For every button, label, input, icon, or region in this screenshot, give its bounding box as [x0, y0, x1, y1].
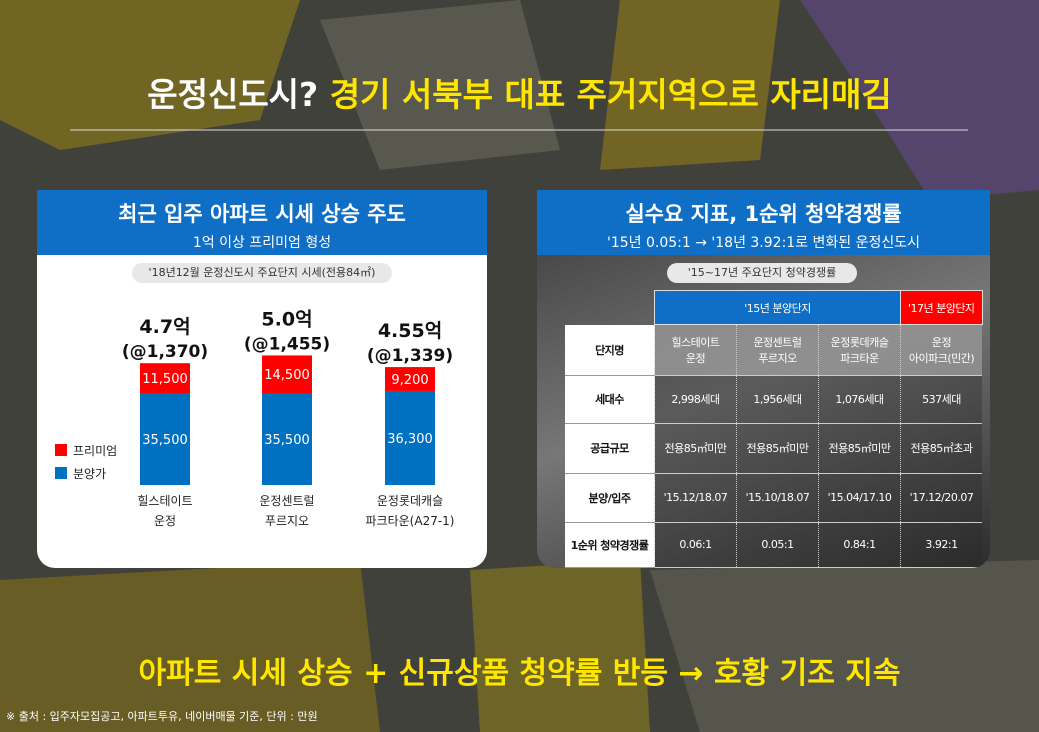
left-subtitle: 1억 이상 프리미엄 형성	[192, 235, 332, 251]
right-panel: 실수요 지표, 1순위 청약경쟁률 '15년 0.05:1 → '18년 3.9…	[537, 190, 990, 568]
table-row: 분양/입주 '15.12/18.07'15.10/18.07'15.04/17.1…	[565, 473, 982, 523]
annotation: (@1,455)	[244, 334, 330, 354]
annotation: 5.0억	[261, 308, 312, 330]
table-cell: '15.10/18.07	[736, 473, 819, 523]
title-rest: 경기 서북부 대표 주거지역으로 자리매김	[329, 75, 892, 114]
category-line: 힐스테이트	[137, 494, 192, 508]
table-cell: 2,998세대	[654, 375, 737, 424]
table-cell: 0.84:1	[818, 522, 901, 568]
value-label: 9,200	[391, 373, 428, 388]
table-cell: 세대수	[565, 375, 655, 424]
table-cell: '15.12/18.07	[654, 473, 737, 523]
annotation: (@1,339)	[367, 346, 453, 366]
category-line: 파크타운(A27-1)	[366, 514, 455, 528]
table-cell: 1,956세대	[736, 375, 819, 424]
footnote: ※ 출처 : 입주자모집공고, 아파트투유, 네이버매물 기준, 단위 : 만원	[6, 710, 318, 723]
table-cell: 분양/입주	[565, 473, 655, 523]
table-cell: 전용85㎡미만	[736, 423, 819, 474]
right-title: 실수요 지표, 1순위 청약경쟁률	[625, 202, 902, 226]
table-cell: 3.92:1	[900, 522, 982, 568]
table-cell: 단지명	[565, 324, 655, 376]
annotation: 4.55억	[378, 320, 442, 342]
table-cell: 0.05:1	[736, 522, 819, 568]
category-line: 운정센트럴	[259, 494, 314, 508]
bar-segment	[140, 393, 190, 485]
left-title: 최근 입주 아파트 시세 상승 주도	[118, 202, 406, 226]
table-cell: 전용85㎡미만	[654, 423, 737, 474]
table-row: 단지명 힐스테이트 운정 운정센트럴 푸르지오 운정롯데캐슬 파크타운 운정 아이파크(…	[565, 324, 982, 376]
table-cell: 0.06:1	[654, 522, 737, 568]
bar-segment	[262, 355, 312, 393]
right-header: 실수요 지표, 1순위 청약경쟁률 '15년 0.05:1 → '18년 3.9…	[537, 190, 990, 255]
left-panel: 최근 입주 아파트 시세 상승 주도 1억 이상 프리미엄 형성 '18년12월…	[37, 190, 487, 568]
table-cell: 운정 아이파크(민간)	[900, 324, 982, 376]
bar-segment	[385, 390, 435, 485]
category-line: 운정롯데캐슬	[377, 494, 443, 508]
table-cell: 공급규모	[565, 423, 655, 474]
annotation: 4.7억	[139, 316, 190, 338]
title-lead: 운정신도시?	[147, 75, 319, 114]
left-caption: '18년12월 운정신도시 주요단지 시세(전용84㎡)	[132, 263, 392, 283]
table-row: 1순위 청약경쟁률 0.06:1 0.05:1 0.84:1 3.92:1	[565, 522, 982, 568]
category-line: 운정	[154, 514, 176, 528]
legend-swatch	[55, 444, 67, 456]
table-cell: 1,076세대	[818, 375, 901, 424]
table: '15년 분양단지 '17년 분양단지 단지명 힐스테이트 운정 운정센트럴 푸르지오 운…	[565, 290, 983, 568]
conclusion: 아파트 시세 상승 + 신규상품 청약률 반등 → 호황 기조 지속	[138, 656, 901, 691]
bar-segment	[140, 363, 190, 393]
table-cell: 운정롯데캐슬 파크타운	[818, 324, 901, 376]
table-cell: 전용85㎡초과	[900, 423, 982, 474]
left-header: 최근 입주 아파트 시세 상승 주도 1억 이상 프리미엄 형성	[37, 190, 487, 255]
value-label: 35,500	[264, 433, 310, 448]
table-cell: 537세대	[900, 375, 982, 424]
category-line: 푸르지오	[265, 514, 309, 528]
group-header-row: '15년 분양단지 '17년 분양단지	[565, 290, 983, 325]
table-cell: 운정센트럴 푸르지오	[736, 324, 819, 376]
right-subtitle: '15년 0.05:1 → '18년 3.92:1로 변화된 운정신도시	[606, 235, 921, 251]
table-row: 세대수 2,998세대 1,956세대 1,076세대 537세대	[565, 375, 982, 424]
bar-segment	[385, 367, 435, 391]
main-title: 운정신도시? 경기 서북부 대표 주거지역으로 자리매김	[0, 68, 1039, 116]
table-cell: 1순위 청약경쟁률	[565, 522, 655, 568]
table-cell: 전용85㎡미만	[818, 423, 901, 474]
legend-label: 분양가	[73, 467, 106, 481]
table-cell: '15.04/17.10	[818, 473, 901, 523]
annotation: (@1,370)	[122, 342, 208, 362]
table-row: 공급규모 전용85㎡미만 전용85㎡미만 전용85㎡미만 전용85㎡초과	[565, 423, 982, 474]
table-cell: '15년 분양단지	[654, 290, 901, 325]
table-cell: 힐스테이트 운정	[654, 324, 737, 376]
value-label: 14,500	[264, 368, 310, 383]
table-cell: '17.12/20.07	[900, 473, 982, 523]
legend-label: 프리미엄	[73, 444, 117, 458]
right-caption: '15~17년 주요단지 청약경쟁률	[667, 263, 857, 283]
bar-segment	[262, 393, 312, 485]
legend-swatch	[55, 467, 67, 479]
value-label: 35,500	[142, 433, 188, 448]
value-label: 11,500	[142, 372, 188, 387]
table-cell	[565, 291, 655, 325]
table-cell: '17년 분양단지	[900, 290, 983, 325]
value-label: 36,300	[387, 432, 433, 447]
